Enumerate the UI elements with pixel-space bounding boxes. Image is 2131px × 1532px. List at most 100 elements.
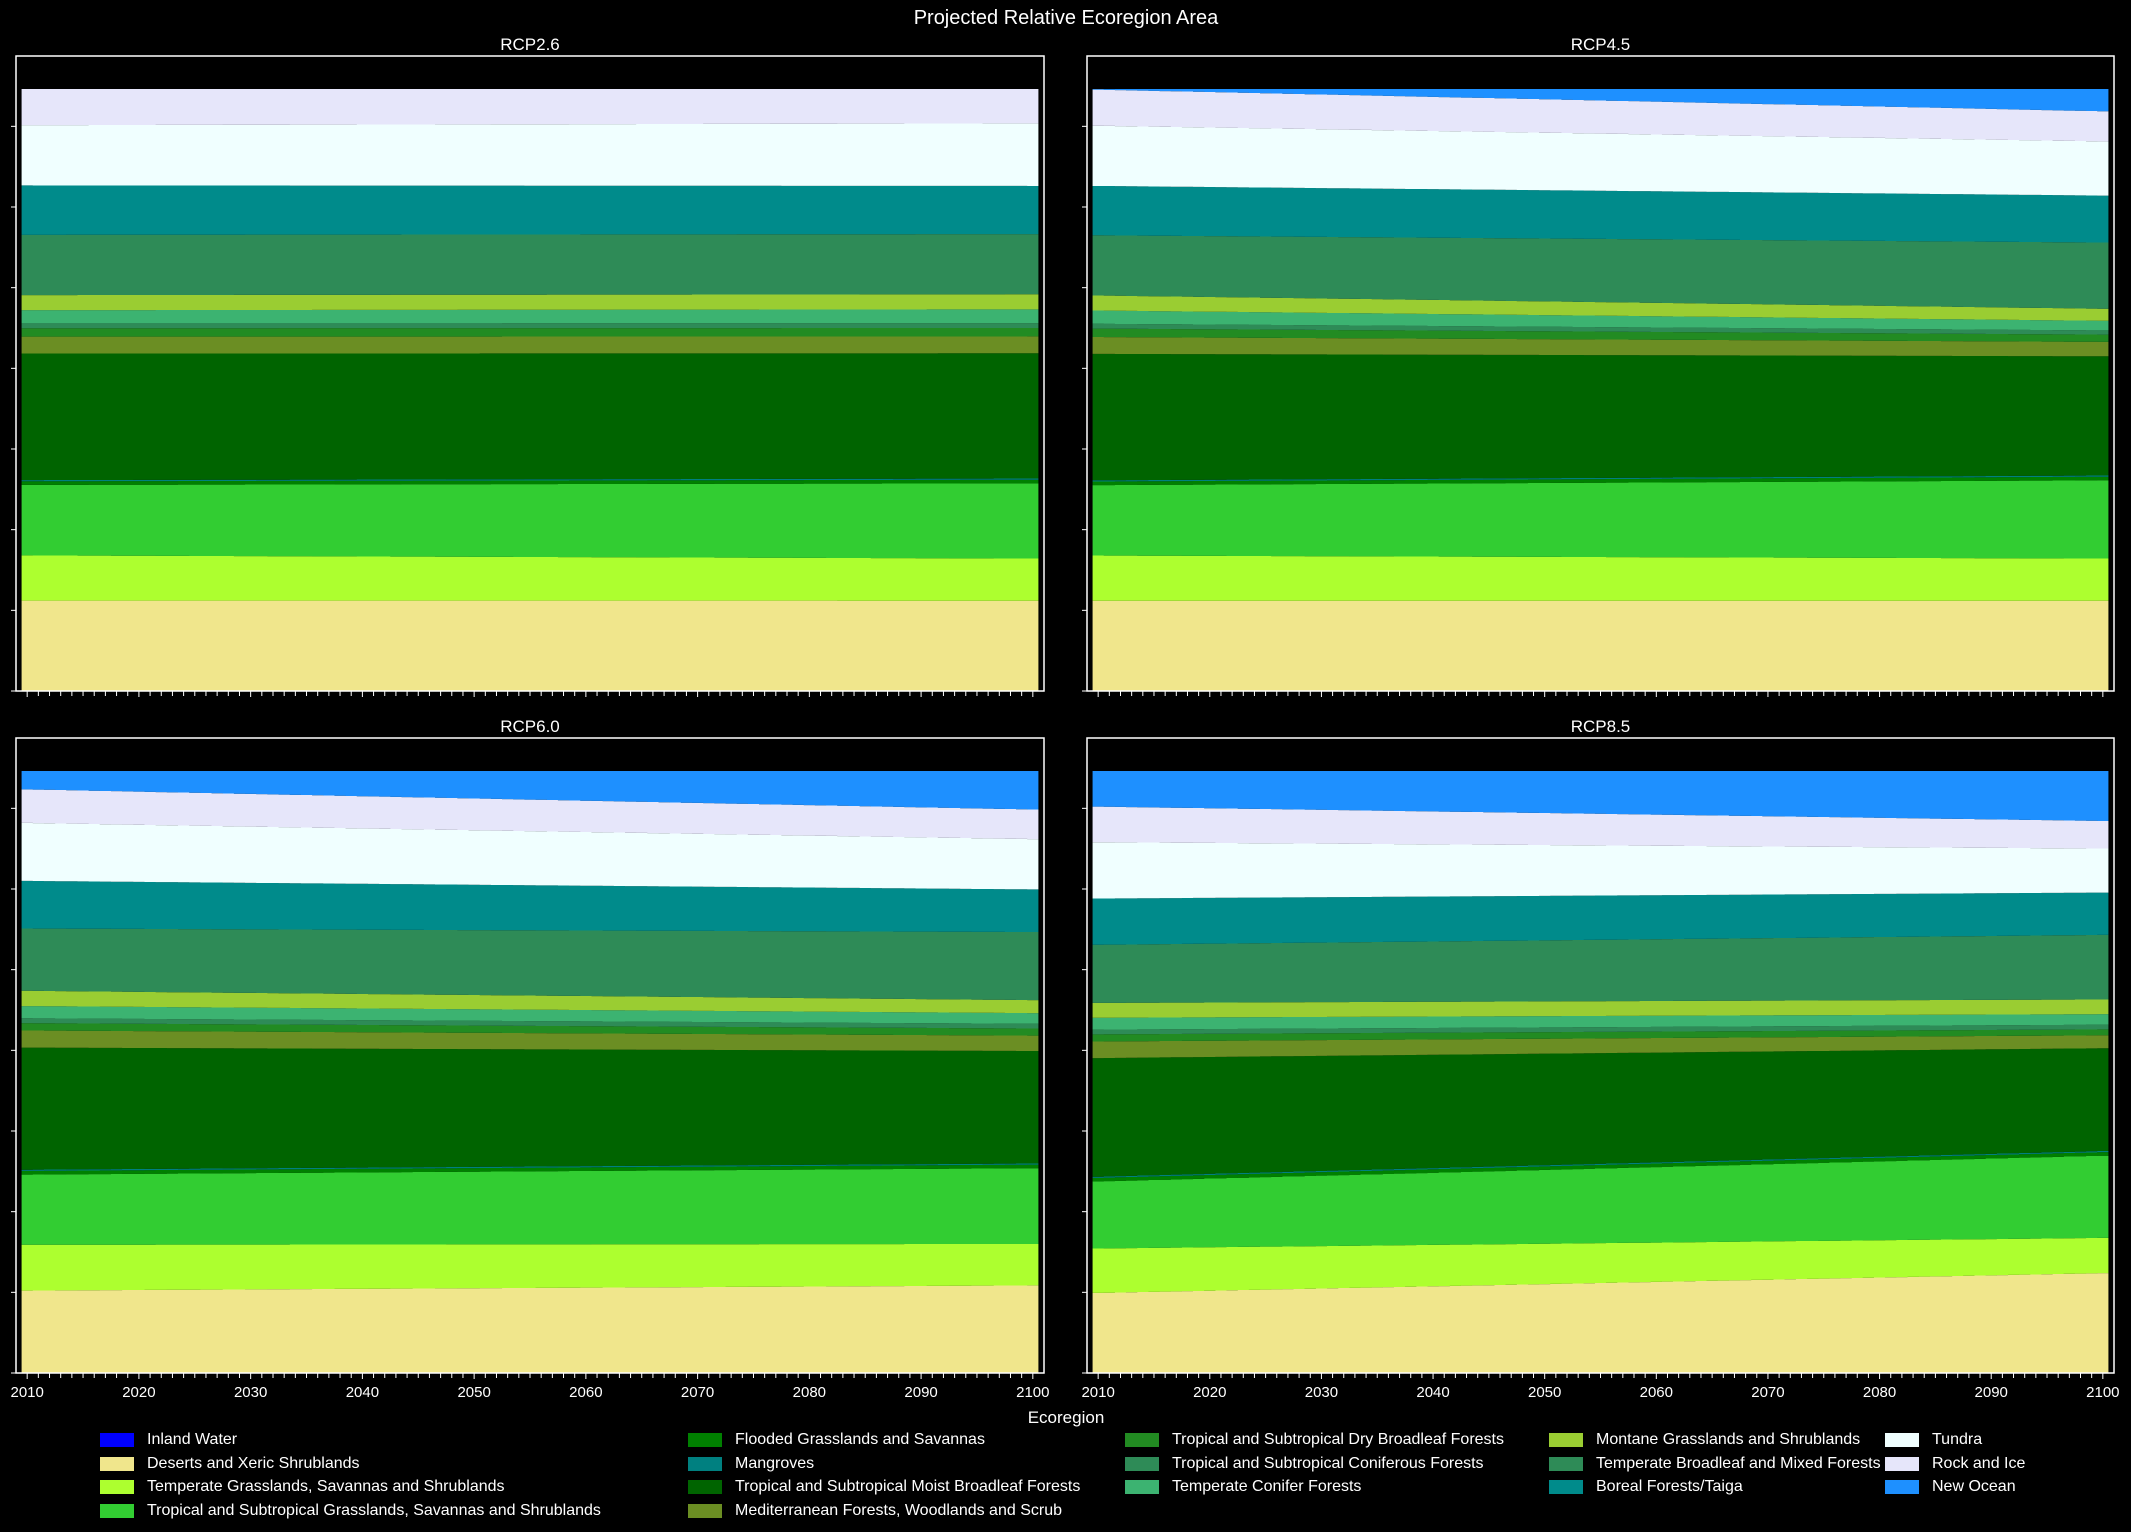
x-tick-label: 2030 [1305,1384,1338,1401]
legend-label: Montane Grasslands and Shrublands [1596,1431,1861,1448]
area-tropical-and-subtropical-coniferous-forests [21,1018,1039,1029]
area-mangroves [21,1163,1039,1171]
x-tick-label: 2060 [1640,1384,1673,1401]
x-tick-label: 2100 [1016,1384,1049,1401]
x-tick-label: 2090 [904,1384,937,1401]
area-tropical-and-subtropical-dry-broadleaf-forests [1092,1029,2109,1042]
legend-label: Temperate Broadleaf and Mixed Forests [1596,1454,1881,1472]
legend-item: Temperate Broadleaf and Mixed Forests [1549,1452,1881,1476]
area-tropical-and-subtropical-moist-broadleaf-forests [21,353,1039,481]
legend-swatch [100,1456,134,1471]
x-tick-label: 2090 [1975,1384,2008,1401]
area-deserts-and-xeric-shrublands [21,1285,1039,1373]
area-tropical-and-subtropical-moist-broadleaf-forests [1092,353,2109,481]
area-montane-grasslands-and-shrublands [1092,999,2109,1018]
legend-item: Boreal Forests/Taiga [1549,1475,1743,1499]
area-temperate-broadleaf-and-mixed-forests [1092,934,2109,1003]
x-tick-label: 2060 [569,1384,602,1401]
area-montane-grasslands-and-shrublands [21,294,1039,311]
legend-label: Temperate Grasslands, Savannas and Shrub… [147,1478,505,1495]
legend-swatch [100,1480,134,1494]
legend-label: Tropical and Subtropical Moist Broadleaf… [735,1478,1081,1495]
legend-label: Mangroves [735,1454,815,1472]
chart-suptitle: Projected Relative Ecoregion Area [914,7,1219,29]
area-tropical-and-subtropical-moist-broadleaf-forests [1092,1048,2109,1177]
legend-item: Temperate Grasslands, Savannas and Shrub… [100,1475,505,1499]
area-boreal-forests-taiga [1092,185,2109,243]
area-mediterranean-forests-woodlands-and-scrub [21,336,1039,354]
panel-title: RCP8.5 [1571,717,1631,736]
area-temperate-conifer-forests [1092,310,2109,331]
area-tundra [21,123,1039,186]
legend-label: Rock and Ice [1932,1454,2026,1472]
area-mediterranean-forests-woodlands-and-scrub [1092,1035,2109,1059]
area-new-ocean [1092,771,2109,821]
legend-item: Tropical and Subtropical Moist Broadleaf… [688,1475,1080,1499]
area-temperate-grasslands-savannas-and-shrublands [1092,555,2109,601]
area-montane-grasslands-and-shrublands [1092,295,2109,321]
area-new-ocean [1092,89,2109,112]
area-flooded-grasslands-and-savannas [1092,1152,2109,1182]
panel-title: RCP2.6 [500,35,560,54]
x-tick-label: 2040 [346,1384,379,1401]
legend-label: Tundra [1932,1431,1983,1448]
x-tick-label: 2100 [2086,1384,2119,1401]
legend-item: Rock and Ice [1885,1452,2025,1476]
legend-swatch [1125,1456,1159,1471]
legend-label: Mediterranean Forests, Woodlands and Scr… [735,1501,1062,1519]
area-rock-and-ice [21,789,1039,840]
legend-label: Tropical and Subtropical Coniferous Fore… [1172,1454,1484,1472]
area-temperate-conifer-forests [1092,1014,2109,1030]
legend-item: Deserts and Xeric Shrublands [100,1452,360,1476]
legend-swatch [688,1456,722,1471]
legend-swatch [1125,1433,1159,1447]
legend-label: New Ocean [1932,1478,2016,1495]
x-axis-label: Ecoregion [1028,1408,1105,1427]
legend: Inland Water Deserts and Xeric Shrublands… [100,1428,2100,1528]
legend-swatch [1125,1480,1159,1494]
area-tropical-and-subtropical-dry-broadleaf-forests [21,1023,1039,1036]
legend-swatch [100,1503,134,1518]
panel-rcp6-0: RCP6.0 2010 2020 2030 2040 2050 2060 2070 2080 20… [10,717,1049,1401]
area-flooded-grasslands-and-savannas [21,1164,1039,1175]
area-mangroves [21,478,1039,482]
area-mangroves [1092,1151,2109,1178]
area-tundra [1092,125,2109,196]
legend-swatch [1885,1433,1919,1447]
x-tick-label: 2080 [793,1384,826,1401]
x-tick-label: 2020 [1193,1384,1226,1401]
legend-label: Temperate Conifer Forests [1172,1478,1362,1495]
x-tick-label: 2030 [234,1384,267,1401]
legend-item: New Ocean [1885,1475,2016,1499]
legend-swatch [688,1480,722,1494]
area-temperate-conifer-forests [21,309,1039,324]
legend-label: Inland Water [147,1431,238,1448]
area-rock-and-ice [1092,806,2109,849]
area-temperate-broadleaf-and-mixed-forests [21,928,1039,1001]
area-temperate-grasslands-savannas-and-shrublands [1092,1237,2109,1293]
area-tropical-and-subtropical-coniferous-forests [1092,1024,2109,1035]
panel-rcp2-6: RCP2.6 [11,35,1045,697]
x-tick-label: 2040 [1416,1384,1449,1401]
x-tick-label: 2080 [1863,1384,1896,1401]
legend-item: Montane Grasslands and Shrublands [1549,1428,1860,1452]
legend-item: Tropical and Subtropical Dry Broadleaf F… [1125,1428,1504,1452]
legend-swatch [688,1503,722,1518]
legend-item: Mediterranean Forests, Woodlands and Scr… [688,1499,1062,1523]
x-tick-label: 2020 [122,1384,155,1401]
area-temperate-grasslands-savannas-and-shrublands [21,555,1039,601]
legend-item: Temperate Conifer Forests [1125,1475,1361,1499]
legend-label: Flooded Grasslands and Savannas [735,1431,985,1448]
legend-item: Tropical and Subtropical Grasslands, Sav… [100,1499,601,1523]
legend-item: Inland Water [100,1428,237,1452]
x-tick-label: 2050 [1528,1384,1561,1401]
x-tick-label: 2050 [457,1384,490,1401]
x-tick-label: 2070 [681,1384,714,1401]
area-temperate-conifer-forests [21,1006,1039,1024]
area-temperate-broadleaf-and-mixed-forests [21,234,1039,296]
area-tropical-and-subtropical-grasslands-savannas-and-shrublands [1092,480,2109,559]
legend-label: Tropical and Subtropical Grasslands, Sav… [147,1501,601,1519]
legend-swatch [1549,1480,1583,1494]
legend-label: Deserts and Xeric Shrublands [147,1454,360,1472]
